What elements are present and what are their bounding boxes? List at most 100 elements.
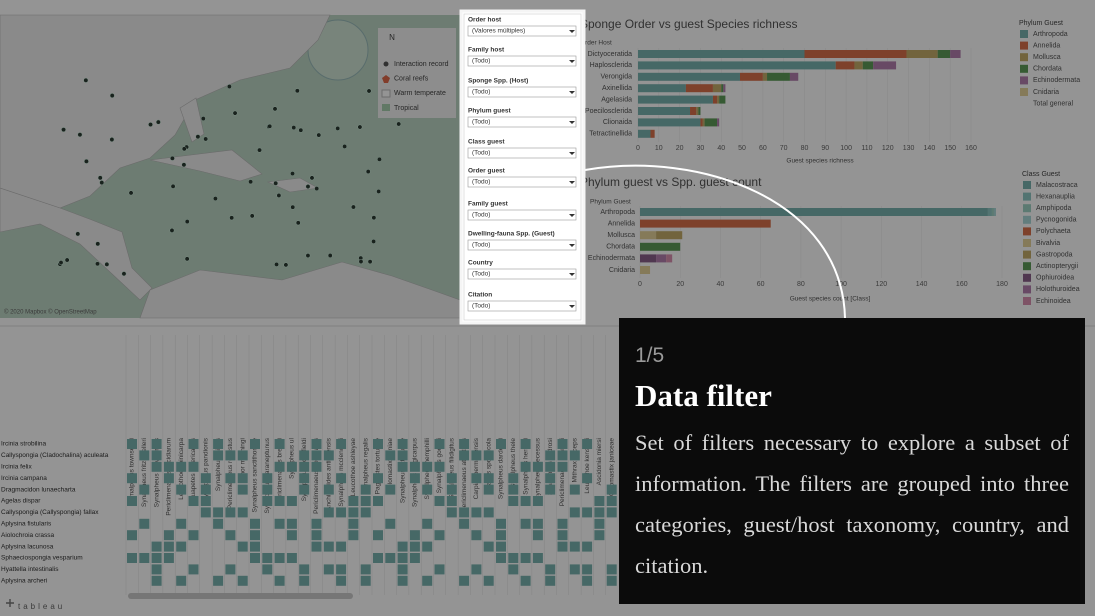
x-tick-label: 80 xyxy=(801,145,809,152)
matrix-cell xyxy=(373,473,383,484)
map-point xyxy=(295,220,301,226)
legend-swatch xyxy=(1023,273,1031,282)
category-label: Annelida xyxy=(608,220,635,227)
map-point xyxy=(365,169,371,175)
matrix-column-label: Periclimenaeus schmitti xyxy=(559,438,566,506)
matrix-cell xyxy=(336,439,347,449)
matrix-cell xyxy=(508,564,519,575)
matrix-cell xyxy=(557,541,568,552)
matrix-cell xyxy=(606,484,617,495)
filter-dropdown[interactable] xyxy=(467,176,577,188)
bar-segment xyxy=(987,208,992,216)
matrix-cell xyxy=(446,473,457,484)
dropdown-arrow xyxy=(569,244,575,247)
filter-value: (Todo) xyxy=(472,119,490,126)
bar-segment xyxy=(719,95,726,104)
map-legend-box xyxy=(378,28,456,118)
matrix-cell xyxy=(434,564,445,575)
tooltip-step: 1/5 xyxy=(635,344,665,367)
matrix-cell xyxy=(520,553,531,563)
category-label: Mollusca xyxy=(607,232,635,239)
bar-segment xyxy=(702,118,705,127)
map-point xyxy=(99,180,105,186)
map-point xyxy=(121,271,127,277)
matrix-cell xyxy=(225,564,236,575)
filter-value: (Todo) xyxy=(472,303,490,310)
matrix-cell xyxy=(188,530,199,541)
x-tick-label: 100 xyxy=(835,281,847,288)
matrix-cell xyxy=(459,575,470,586)
filter-dropdown[interactable] xyxy=(467,239,577,251)
matrix-cell xyxy=(483,473,494,484)
legend-label: Actinopterygii xyxy=(1036,263,1078,270)
matrix-cell xyxy=(237,450,248,461)
matrix-cell xyxy=(582,439,593,449)
matrix-cell xyxy=(163,553,174,563)
matrix-cell xyxy=(385,553,396,563)
matrix-cell xyxy=(385,518,396,529)
category-label: Poecilosclerida xyxy=(585,108,632,115)
bar-segment xyxy=(656,231,683,240)
matrix-cell xyxy=(606,575,617,586)
matrix-cell xyxy=(373,496,383,506)
legend-label: Ophiuroidea xyxy=(1036,275,1074,282)
matrix-column-label: Periclimenaeus pectinatus xyxy=(313,437,320,514)
matrix-cell xyxy=(532,530,543,541)
map-point xyxy=(274,261,280,267)
matrix-cell xyxy=(569,507,580,518)
map-point xyxy=(314,186,320,192)
filter-dropdown[interactable] xyxy=(467,268,577,280)
category-label: Clionaida xyxy=(603,119,632,126)
matrix-cell xyxy=(151,450,162,461)
matrix-cell xyxy=(409,461,420,472)
filter-dropdown[interactable] xyxy=(467,116,577,128)
filter-dropdown[interactable] xyxy=(467,55,577,67)
matrix-cell xyxy=(336,507,347,518)
x-tick-label: 0 xyxy=(636,145,640,152)
map-point xyxy=(267,123,273,129)
matrix-cell xyxy=(496,518,506,529)
filter-dropdown[interactable] xyxy=(467,147,577,159)
filter-dropdown[interactable] xyxy=(467,86,577,98)
filter-dropdown[interactable] xyxy=(467,209,577,221)
category-label: Tetractinellida xyxy=(589,131,632,138)
category-header: Order Host xyxy=(580,40,612,47)
x-tick-label: 110 xyxy=(861,145,872,152)
filter-dropdown[interactable] xyxy=(467,300,577,312)
dropdown-arrow xyxy=(569,91,575,94)
x-tick-label: 140 xyxy=(916,281,928,288)
legend-swatch xyxy=(1020,88,1028,96)
matrix-row-label: Agelas dispar xyxy=(1,498,41,505)
x-tick-label: 10 xyxy=(655,145,663,152)
legend-label: Echinoidea xyxy=(1036,298,1071,305)
bar-segment xyxy=(640,219,771,228)
map-point xyxy=(203,136,209,142)
matrix-cell xyxy=(274,553,285,563)
matrix-cell xyxy=(151,575,162,586)
matrix-cell xyxy=(237,507,248,518)
matrix-cell xyxy=(299,450,310,461)
matrix-cell xyxy=(188,461,199,472)
matrix-cell xyxy=(483,575,494,586)
matrix-cell xyxy=(594,496,605,506)
matrix-cell xyxy=(151,564,162,575)
matrix-cell xyxy=(274,496,285,506)
bar-segment xyxy=(993,208,996,216)
dropdown-arrow xyxy=(569,214,575,217)
matrix-cell xyxy=(250,553,260,563)
matrix-cell xyxy=(483,541,494,552)
matrix-cell xyxy=(213,450,224,461)
matrix-cell xyxy=(163,530,174,541)
map-point xyxy=(181,146,187,152)
map-point xyxy=(342,144,348,149)
matrix-cell xyxy=(151,541,162,552)
matrix-cell xyxy=(496,541,506,552)
matrix-cell xyxy=(483,507,494,518)
matrix-cell xyxy=(151,553,162,563)
matrix-cell xyxy=(200,496,211,506)
filter-dropdown[interactable] xyxy=(467,25,577,37)
x-tick-label: 20 xyxy=(676,145,684,152)
filter-value: (Todo) xyxy=(472,150,490,157)
map-point xyxy=(75,231,81,237)
